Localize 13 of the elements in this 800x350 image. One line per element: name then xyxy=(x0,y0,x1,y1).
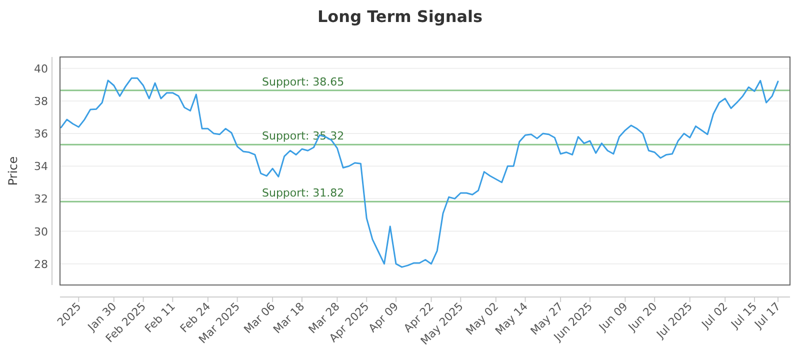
y-tick-label: 28 xyxy=(34,258,48,271)
y-tick-label: 40 xyxy=(34,62,48,76)
ref-line-label: Support: 31.82 xyxy=(262,186,344,200)
y-tick-label: 34 xyxy=(34,160,48,174)
line-series xyxy=(60,77,779,268)
y-axis-title: Price xyxy=(6,156,20,186)
ref-line-label: Support: 38.65 xyxy=(262,75,344,88)
x-tick-label: Jul 02 xyxy=(698,300,730,332)
y-tick-label: 38 xyxy=(34,94,48,108)
y-tick-label: 30 xyxy=(34,225,48,238)
y-tick-label: 36 xyxy=(34,128,48,141)
y-tick-label: 32 xyxy=(34,192,48,206)
chart-title: Long Term Signals xyxy=(317,7,483,26)
